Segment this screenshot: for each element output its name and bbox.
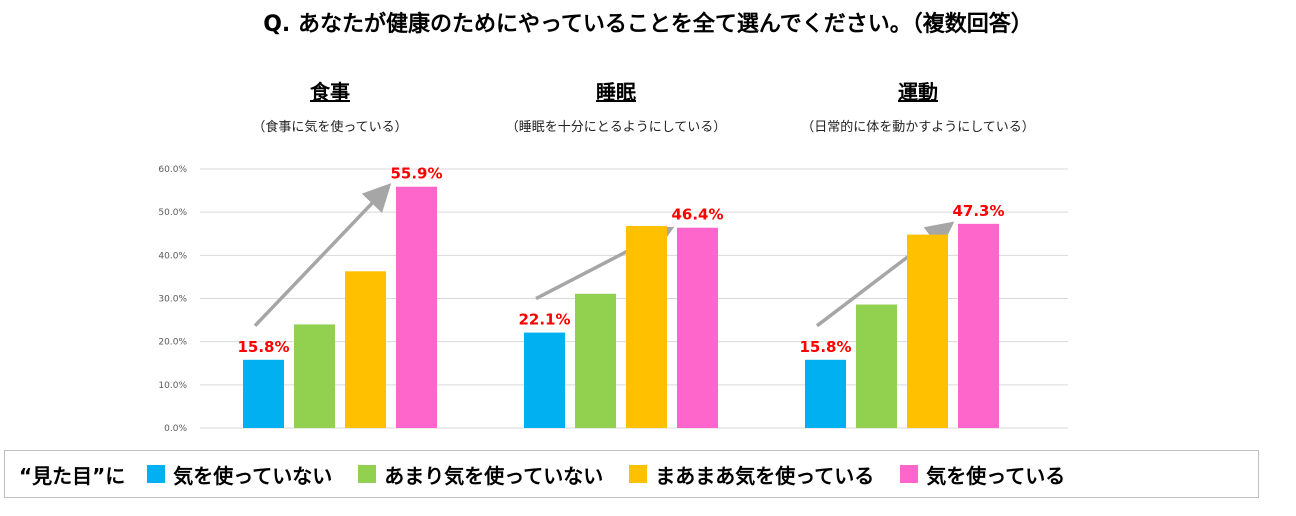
legend-label: 気を使っていない: [173, 463, 333, 488]
legend-prefix: “見た目”に: [19, 463, 126, 488]
bar: [677, 227, 718, 428]
bar: [294, 324, 335, 428]
data-label: 47.3%: [952, 202, 1004, 220]
legend-item-careful: 気を使っている: [900, 460, 1065, 489]
bar: [243, 359, 284, 428]
legend-item-somewhat-careful: まあまあ気を使っている: [629, 460, 874, 489]
data-label: 46.4%: [671, 206, 723, 224]
y-tick-label: 40.0%: [158, 251, 187, 261]
legend-swatch: [358, 465, 377, 483]
bar: [626, 225, 667, 428]
page-title: Q. あなたが健康のためにやっていることを全て選んでください。（複数回答）: [263, 12, 1033, 37]
legend-label: 気を使っている: [926, 463, 1066, 488]
y-tick-label: 50.0%: [158, 208, 187, 218]
chart-legend: “見た目”に 気を使っていない あまり気を使っていない まあまあ気を使っている …: [4, 450, 1259, 498]
y-tick-label: 10.0%: [158, 381, 187, 391]
y-tick-label: 60.0%: [158, 165, 187, 175]
y-tick-label: 0.0%: [164, 424, 187, 434]
data-label: 15.8%: [237, 338, 289, 356]
legend-label: まあまあ気を使っている: [655, 463, 875, 488]
group-title-exercise: 運動: [898, 80, 938, 104]
legend-item-not-careful: 気を使っていない: [147, 460, 332, 489]
group-subtitle-food: （食事に気を使っている）: [252, 120, 408, 135]
bar: [907, 234, 948, 428]
bar-chart: 0.0% 10.0% 20.0% 30.0% 40.0% 50.0% 60.0% 15.8%…: [158, 165, 1068, 434]
group-subtitle-exercise: （日常的に体を動かすようにしている）: [801, 120, 1035, 135]
trend-arrow: [253, 183, 392, 328]
data-label: 15.8%: [799, 338, 851, 356]
legend-swatch: [147, 465, 166, 483]
bar: [805, 359, 846, 428]
legend-swatch: [900, 465, 919, 483]
group-subtitle-sleep: （睡眠を十分にとるようにしている）: [505, 120, 727, 135]
data-label: 55.9%: [390, 165, 442, 183]
group-title-sleep: 睡眠: [596, 80, 636, 104]
legend-label: あまり気を使っていない: [384, 463, 604, 488]
group-title-food: 食事: [310, 80, 350, 104]
bar: [524, 332, 565, 428]
legend-item-not-very-careful: あまり気を使っていない: [358, 460, 603, 489]
data-label: 22.1%: [518, 311, 570, 329]
bar: [575, 293, 616, 428]
y-tick-label: 20.0%: [158, 338, 187, 348]
legend-swatch: [629, 465, 648, 483]
bar: [396, 186, 437, 428]
y-tick-label: 30.0%: [158, 295, 187, 305]
bar: [345, 271, 386, 428]
bar: [958, 223, 999, 428]
bar: [856, 304, 897, 428]
